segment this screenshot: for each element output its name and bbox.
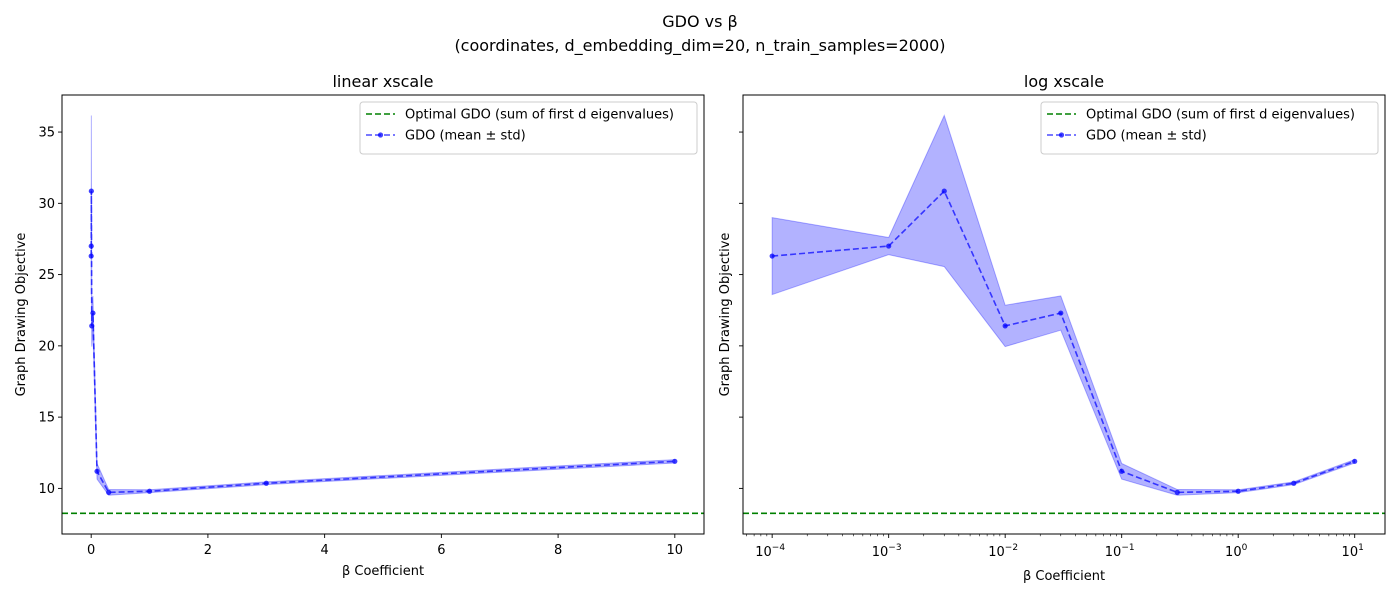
legend-optimal-label: Optimal GDO (sum of first d eigenvalues) [405,108,674,123]
x-tick-label: 10−3 [872,543,902,560]
gdo-point [88,188,94,194]
gdo-point [94,468,100,474]
figure-subtitle: (coordinates, d_embedding_dim=20, n_trai… [454,36,945,56]
gdo-point [1119,468,1125,474]
gdo-point [146,488,153,494]
gdo-mean-line [90,191,675,494]
x-tick-label: 4 [320,543,328,558]
gdo-point [1058,310,1064,316]
subplot-title: log xscale [1024,72,1104,91]
legend-gdo-label: GDO (mean ± std) [405,129,526,144]
y-axis-label: Graph Drawing Objective [718,233,733,397]
gdo-point [1002,323,1008,329]
gdo-point [1174,489,1180,495]
x-tick-label: 6 [437,543,445,558]
gdo-point [941,188,947,194]
y-tick-label: 25 [38,268,55,283]
legend: Optimal GDO (sum of first d eigenvalues)… [359,101,698,155]
y-tick-label: 15 [38,411,55,426]
gdo-point [88,253,94,259]
x-tick-label: 0 [87,543,95,558]
gdo-point [886,243,892,249]
y-tick-label: 30 [38,197,55,212]
x-tick-label: 10−4 [755,543,785,560]
figure-title: GDO vs β [662,12,738,31]
axes-frame [61,94,705,535]
gdo-point [263,480,269,486]
x-axis-label: β Coefficient [1023,569,1105,584]
legend-gdo-label: GDO (mean ± std) [1086,129,1207,144]
axes-frame [742,94,1386,535]
legend-gdo-marker [377,132,384,138]
x-tick-label: 10−1 [1105,543,1135,560]
x-tick-label: 2 [204,543,212,558]
gdo-point [1235,488,1241,494]
y-axis-label: Graph Drawing Objective [14,233,29,397]
gdo-mean-line [772,189,1355,494]
legend: Optimal GDO (sum of first d eigenvalues)… [1040,101,1379,155]
y-tick-label: 10 [38,482,55,497]
legend-frame [359,101,698,155]
x-axis-label: β Coefficient [342,564,424,579]
std-band [771,114,1356,496]
x-tick-label: 8 [554,543,562,558]
x-tick-label: 10−2 [988,543,1018,560]
log-xscale-axes: log xscale 10−4 10−3 10−2 10−1 100 101 β Coeffi… [718,72,1386,584]
legend-frame [1040,101,1379,155]
y-tick-label: 35 [38,126,55,141]
gdo-point [106,489,112,495]
gdo-point [769,253,775,259]
gdo-point [89,323,95,329]
linear-xscale-axes: linear xscale 10 15 20 25 30 35 0 2 4 6 8 10 β Coeffi… [14,72,705,579]
gdo-point [90,310,96,316]
gdo-point [672,458,678,464]
y-tick-label: 20 [38,339,55,354]
x-tick-label: 10 [667,543,684,558]
legend-gdo-marker [1058,132,1065,138]
legend-optimal-label: Optimal GDO (sum of first d eigenvalues) [1086,108,1355,123]
gdo-point [1291,480,1297,486]
x-tick-label: 100 [1225,543,1248,560]
x-tick-label: 101 [1342,543,1364,560]
gdo-point [1352,458,1358,464]
std-band [90,115,676,496]
gdo-point [88,243,94,249]
subplot-title: linear xscale [332,72,433,91]
